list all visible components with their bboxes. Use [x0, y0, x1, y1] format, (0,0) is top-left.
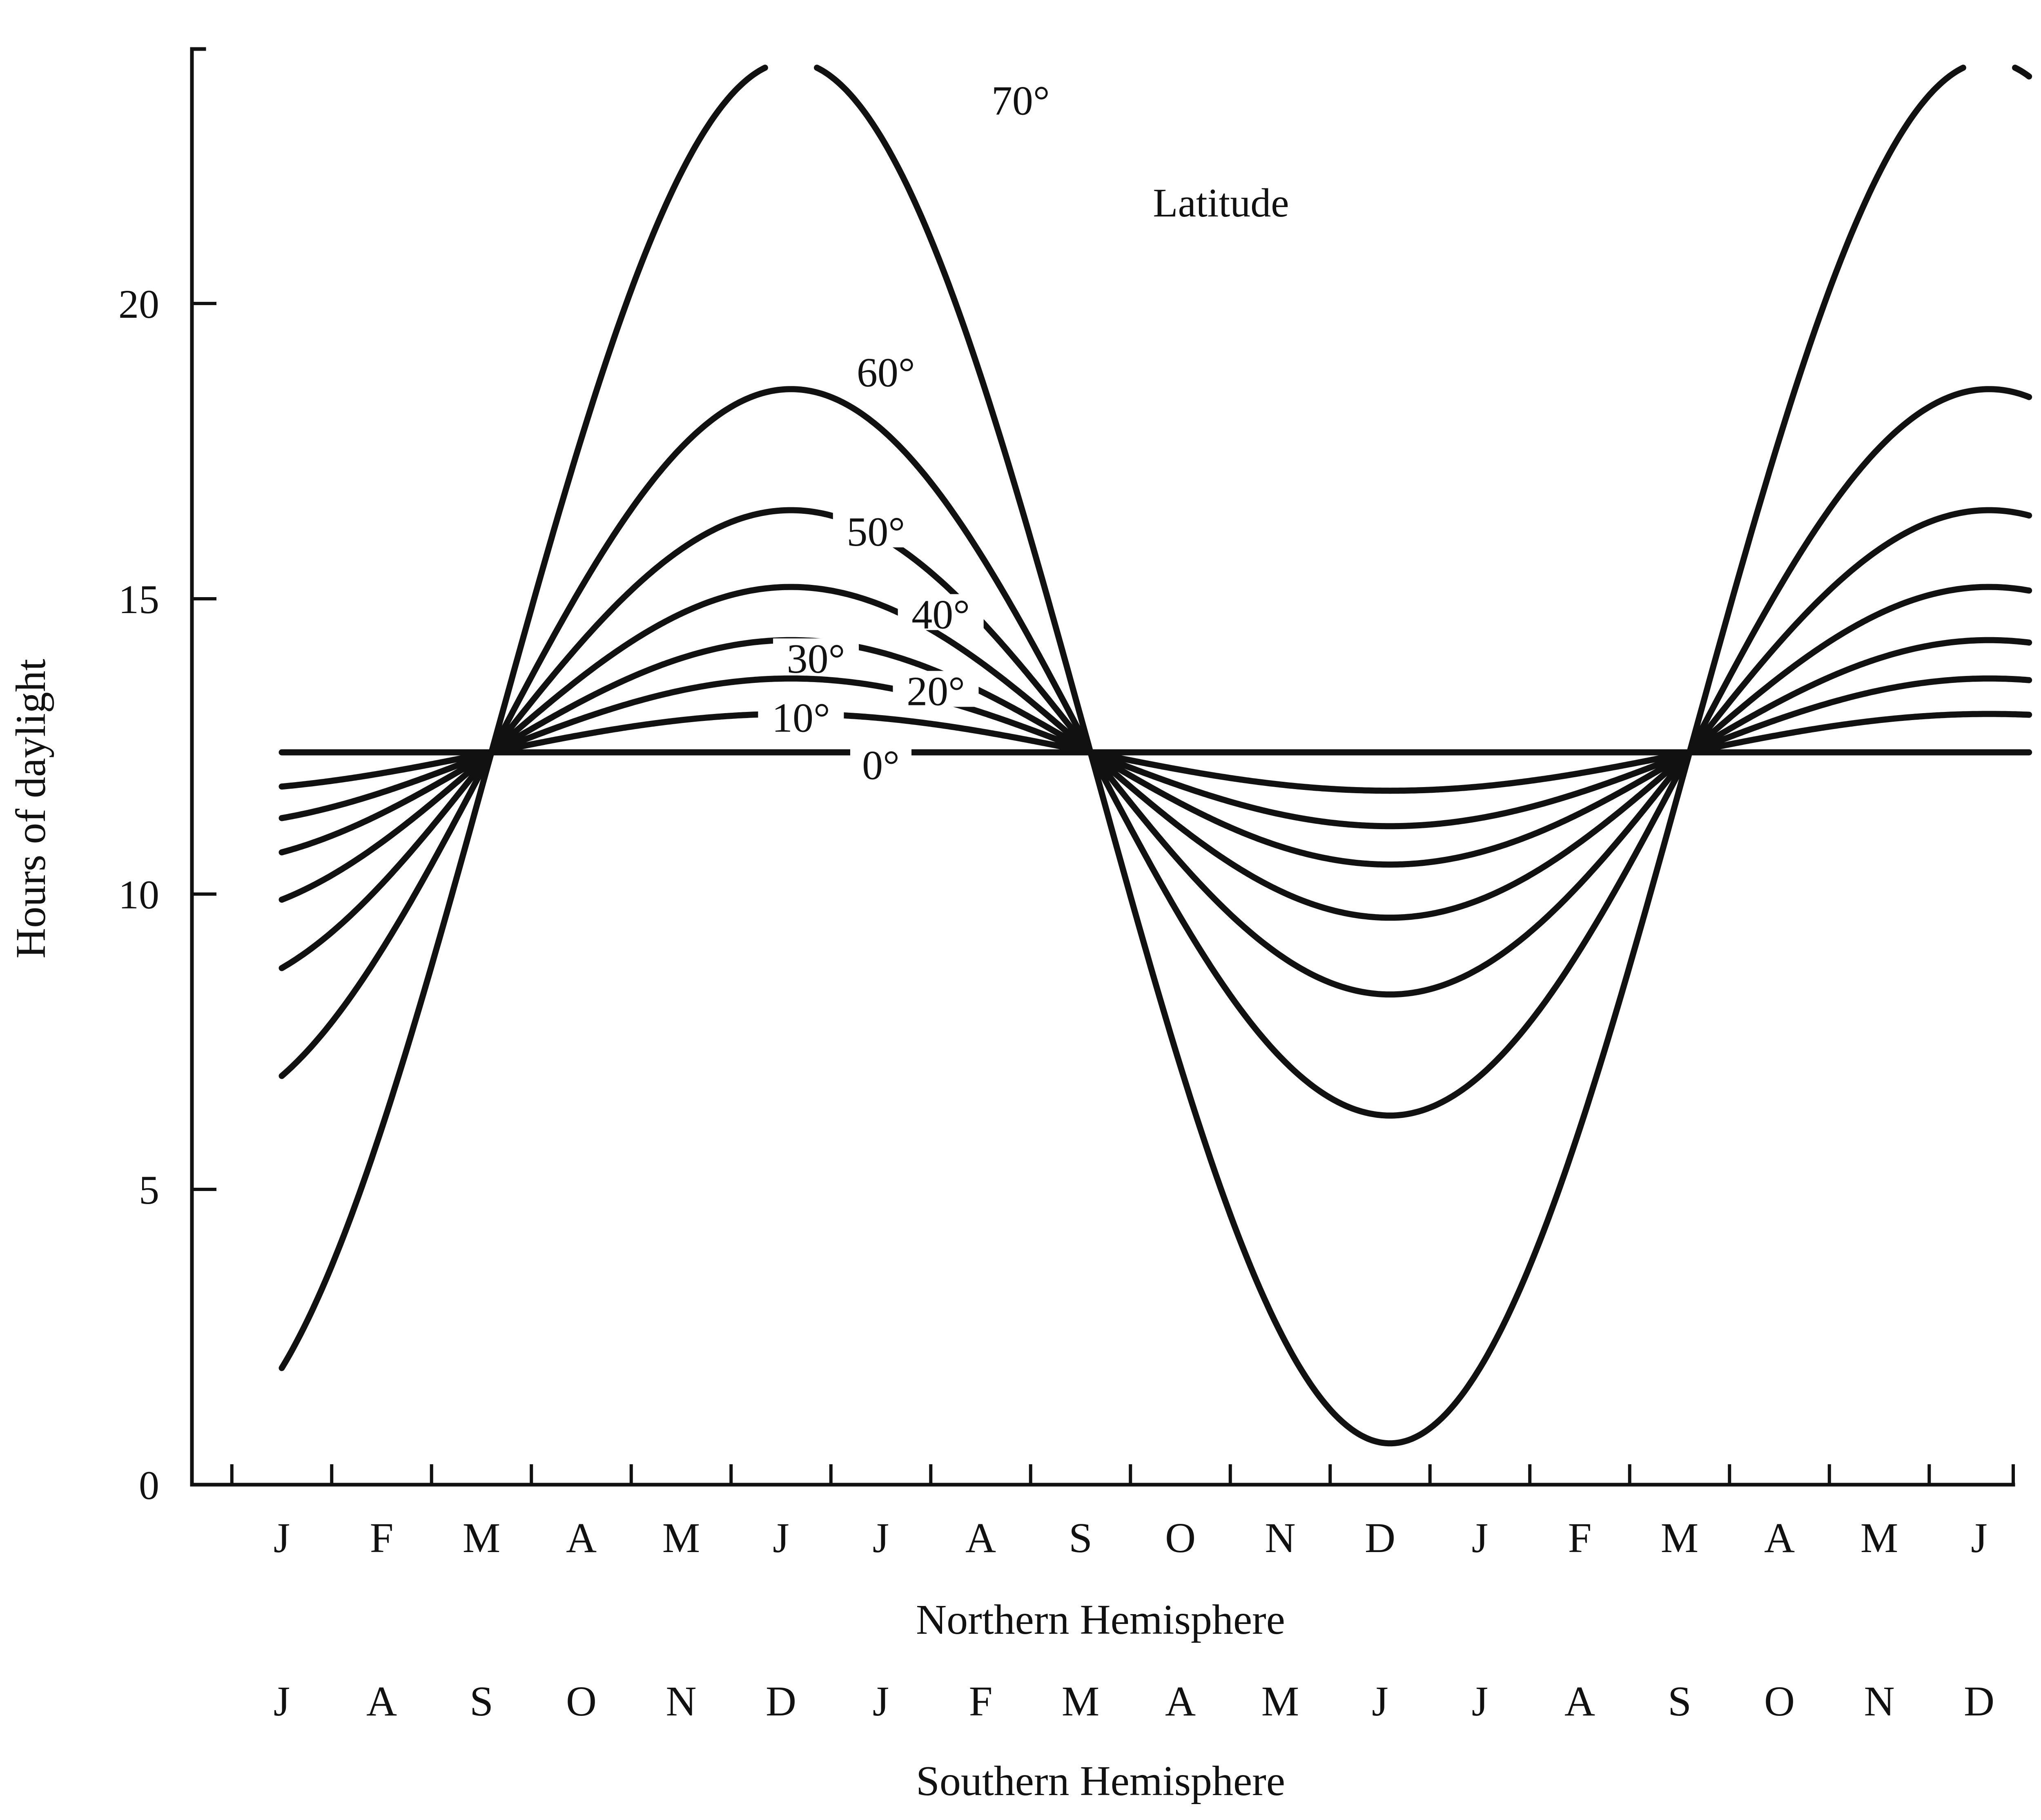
southern-month-label: A [1564, 1678, 1595, 1725]
y-tick-label: 20 [118, 281, 159, 327]
series-line-lat-30 [279, 637, 2032, 868]
northern-month-label: J [1971, 1514, 1987, 1561]
label-mask [833, 511, 919, 548]
y-tick-label: 15 [118, 577, 159, 622]
northern-hemisphere-title: Northern Hemisphere [916, 1596, 1285, 1643]
series-label-lat-60: 60° [857, 350, 915, 396]
y-axis-line [190, 47, 206, 1487]
northern-month-label: D [1365, 1514, 1395, 1561]
northern-month-label: M [463, 1514, 500, 1561]
southern-month-label: J [1372, 1678, 1388, 1725]
label-mask [893, 671, 979, 707]
southern-month-label: F [969, 1678, 993, 1725]
series-line-lat-50 [279, 507, 2032, 998]
northern-month-label: J [1472, 1514, 1488, 1561]
legend-title: Latitude [1153, 180, 1289, 225]
series-labels-layer: 0° 10° 20° 30° 40°50° 60° 70° [772, 78, 1050, 789]
series-line-lat-70 [279, 65, 768, 1371]
series-label-lat-10: 10° [772, 695, 830, 741]
y-tick-label: 0 [139, 1463, 159, 1508]
northern-month-label: M [662, 1514, 700, 1561]
southern-month-label: A [366, 1678, 397, 1725]
northern-month-label: F [370, 1514, 394, 1561]
northern-month-label: F [1568, 1514, 1592, 1561]
southern-hemisphere-title: Southern Hemisphere [916, 1758, 1285, 1804]
series-line-lat-60 [279, 386, 2032, 1119]
series-label-lat-70: 70° [992, 78, 1050, 124]
series-label-lat-50: 50° [847, 509, 905, 555]
series-line-lat-40 [279, 584, 2032, 921]
label-masks-layer [758, 352, 984, 781]
southern-month-label: O [566, 1678, 597, 1725]
label-mask [758, 697, 844, 734]
southern-month-label: J [873, 1678, 889, 1725]
northern-month-label: J [274, 1514, 290, 1561]
northern-month-label: N [1265, 1514, 1295, 1561]
southern-month-label: N [666, 1678, 696, 1725]
southern-month-label: M [1261, 1678, 1299, 1725]
series-label-lat-20: 20° [907, 669, 965, 715]
southern-month-label: D [766, 1678, 796, 1725]
southern-month-label: S [470, 1678, 493, 1725]
label-mask [850, 745, 911, 781]
axes-layer: 0 5 10 15 20 J F M A M J J A S O N D J F M A M J J A S O N D J F M A M J J A… [118, 47, 2015, 1725]
series-line-lat-20 [279, 675, 2032, 830]
curves-layer [279, 65, 2032, 1447]
northern-month-label: O [1165, 1514, 1196, 1561]
series-line-lat-70 [814, 65, 1966, 1447]
southern-month-label: J [1472, 1678, 1488, 1725]
southern-month-label: O [1764, 1678, 1795, 1725]
southern-month-label: D [1964, 1678, 1994, 1725]
northern-month-label: A [1764, 1514, 1795, 1561]
y-tick-label: 5 [139, 1167, 159, 1213]
northern-month-label: M [1661, 1514, 1698, 1561]
northern-month-label: A [566, 1514, 597, 1561]
series-label-lat-30: 30° [787, 636, 845, 682]
series-label-lat-40: 40° [911, 592, 970, 638]
series-label-lat-0: 0° [862, 742, 900, 788]
series-line-lat-70 [2012, 65, 2032, 80]
label-mask [843, 352, 929, 388]
northern-month-label: J [773, 1514, 789, 1561]
y-tick-label: 10 [118, 872, 159, 917]
northern-month-label: S [1069, 1514, 1092, 1561]
northern-month-label: A [965, 1514, 996, 1561]
southern-month-label: S [1668, 1678, 1691, 1725]
northern-month-label: M [1861, 1514, 1898, 1561]
southern-month-label: M [1062, 1678, 1099, 1725]
y-axis-title: Hours of daylight [7, 659, 54, 959]
southern-month-label: J [274, 1678, 290, 1725]
southern-month-label: A [1165, 1678, 1196, 1725]
northern-month-label: J [873, 1514, 889, 1561]
label-mask [898, 594, 984, 630]
series-line-lat-10 [279, 711, 2032, 794]
label-mask [773, 638, 859, 675]
southern-month-label: N [1864, 1678, 1894, 1725]
